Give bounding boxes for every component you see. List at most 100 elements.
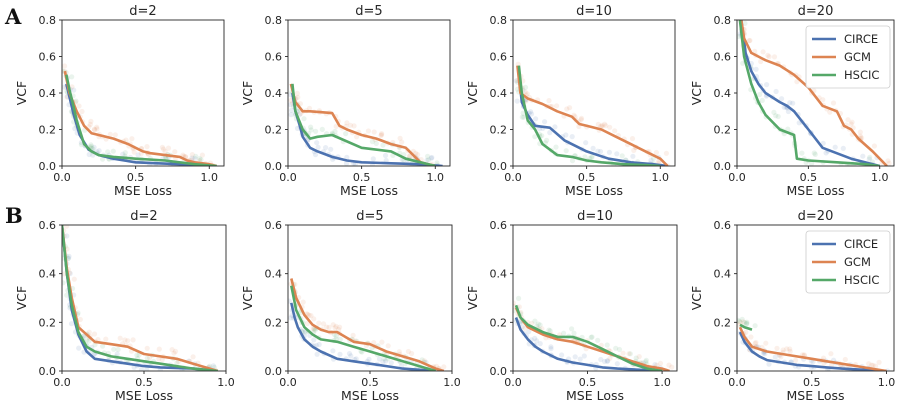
y-axis-label: VCF [689,286,704,310]
scatter-point [547,130,553,136]
scatter-point [382,152,389,159]
x-axis-label: MSE Loss [786,388,844,403]
scatter-point [399,139,405,145]
scatter-point [614,151,620,157]
scatter-point [86,338,92,344]
x-tick-label: 1.0 [217,376,235,389]
scatter-point [737,318,743,324]
x-axis-label: MSE Loss [115,388,173,403]
scatter-point [313,128,319,134]
scatter-point [542,119,548,125]
scatter-point [428,155,434,161]
scatter-cloud [288,281,447,371]
scatter-point [546,327,552,333]
scatter-point [192,156,198,162]
scatter-point [578,115,585,121]
y-tick-label: 0.4 [265,87,283,100]
scatter-point [91,126,97,132]
scatter-point [105,149,111,155]
series-line-gcm [63,70,217,166]
scatter-point [524,91,530,97]
scatter-point [771,54,778,60]
scatter-point [172,149,178,155]
scatter-point [539,133,545,139]
scatter-point [288,298,292,304]
row-label-a: A [4,4,22,29]
scatter-point [515,61,521,67]
panel-title: d=20 [798,4,834,19]
scatter-point [396,349,402,355]
scatter-point [532,134,538,140]
scatter-point [100,343,106,349]
scatter-point [590,145,596,151]
scatter-point [171,350,177,356]
scatter-point [424,157,430,163]
scatter-point [311,337,317,343]
scatter-point [323,145,329,151]
scatter-point [744,319,750,325]
y-tick-label: 0.4 [490,87,508,100]
scatter-point [521,114,527,120]
scatter-point [533,116,539,122]
y-tick-label: 0.4 [265,268,283,281]
scatter-point [330,348,336,354]
legend-label: CIRCE [844,32,878,46]
scatter-point [532,318,538,324]
axes-frame [736,224,895,372]
scatter-point [774,345,780,351]
scatter-point [832,144,838,150]
scatter-point [567,105,573,111]
scatter-point [595,337,601,343]
scatter-point [812,151,818,157]
scatter-point [793,357,799,363]
x-tick-label: 0.0 [504,171,522,184]
scatter-point [629,136,636,142]
scatter-point [513,318,516,324]
panel-title: d=10 [576,4,612,19]
scatter-point [347,122,354,128]
series-line-circe [514,317,663,371]
scatter-point [663,150,670,156]
y-tick-label: 0.4 [39,87,57,100]
x-axis-label: MSE Loss [566,388,624,403]
scatter-point [138,366,144,371]
scatter-point [787,348,793,355]
legend-label: HSCIC [844,273,879,287]
scatter-point [772,354,778,360]
panel-title: d=2 [130,209,157,224]
scatter-point [737,317,741,323]
scatter-point [312,152,319,158]
scatter-point [344,120,350,126]
scatter-point [785,108,792,115]
y-tick-label: 0.2 [490,124,508,137]
scatter-point [589,334,595,340]
scatter-point [773,88,779,95]
scatter-point [337,324,343,330]
scatter-point [94,126,100,132]
axes-frame [512,224,678,372]
scatter-point [190,354,196,360]
scatter-point [379,131,385,137]
x-tick-label: 0.5 [800,171,818,184]
scatter-point [787,346,793,352]
scatter-point [429,154,435,161]
scatter-point [115,346,121,353]
scatter-point [829,362,835,368]
scatter-point [760,49,766,55]
scatter-point [743,15,748,20]
scatter-point [159,357,165,363]
x-axis-label: MSE Loss [114,183,172,198]
scatter-point [607,124,613,130]
y-tick-label: 0.0 [490,160,508,173]
y-tick-label: 0.6 [714,51,732,64]
scatter-point [598,356,604,363]
scatter-point [425,153,431,159]
scatter-point [86,151,92,158]
scatter-point [376,356,383,362]
legend: CIRCE GCM HSCIC [805,230,891,294]
legend-frame [805,25,891,89]
y-tick-label: 0.2 [265,124,283,137]
series-line-gcm [514,307,670,371]
scatter-point [626,351,632,357]
scatter-point [88,143,94,150]
